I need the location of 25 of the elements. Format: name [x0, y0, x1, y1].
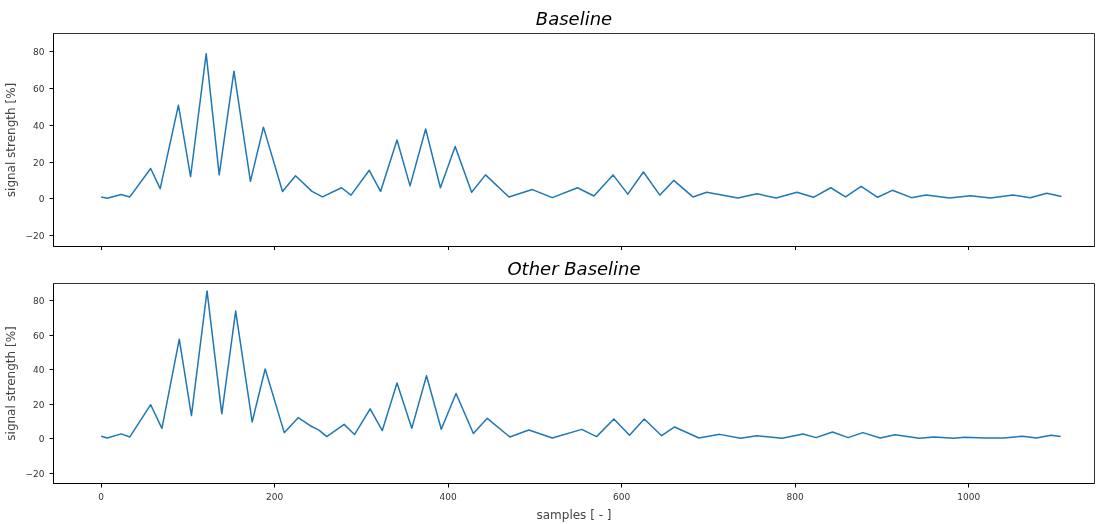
x-tick-label: 200 — [266, 491, 284, 502]
y-tick-label: 0 — [38, 194, 45, 205]
y-tick-label: 40 — [33, 365, 45, 376]
x-tick-label: 0 — [98, 491, 105, 502]
y-tick-label: −20 — [25, 230, 45, 241]
x-axis-title: samples [ - ] — [536, 507, 612, 522]
x-tick-label: 400 — [439, 491, 458, 502]
y-tick-label: 40 — [33, 120, 45, 131]
y-tick-label: 60 — [33, 330, 45, 341]
x-tick-label: 1000 — [957, 491, 981, 502]
y-axis-title: signal strength [%] — [3, 82, 18, 198]
line-series — [100, 290, 1062, 440]
y-tick-label: −20 — [25, 468, 45, 479]
y-axis-title: signal strength [%] — [3, 326, 18, 441]
x-tick-label: 600 — [613, 491, 631, 502]
x-tick-label: 800 — [786, 491, 805, 502]
chart-title: Baseline — [535, 7, 613, 29]
line-series — [100, 52, 1063, 199]
y-tick-label: 20 — [33, 157, 45, 168]
chart-title: Other Baseline — [507, 257, 641, 279]
y-tick-label: 0 — [38, 434, 45, 445]
y-tick-label: 20 — [33, 399, 45, 410]
y-tick-label: 80 — [33, 47, 45, 58]
y-tick-label: 60 — [33, 84, 45, 95]
y-tick-label: 80 — [33, 296, 45, 307]
